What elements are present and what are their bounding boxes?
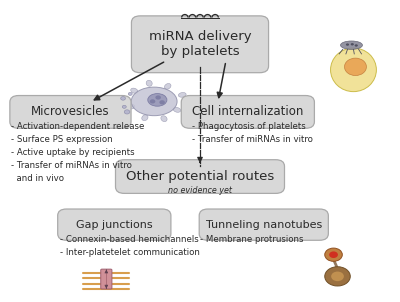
Circle shape: [329, 251, 338, 258]
FancyBboxPatch shape: [58, 209, 171, 240]
Circle shape: [155, 95, 161, 100]
Circle shape: [150, 99, 155, 104]
Text: Microvesicles: Microvesicles: [31, 105, 110, 118]
FancyBboxPatch shape: [181, 95, 314, 128]
Circle shape: [122, 105, 126, 108]
Text: - Connexin-based hemichannels
- Inter-platetelet communication: - Connexin-based hemichannels - Inter-pl…: [60, 235, 200, 257]
Circle shape: [124, 110, 130, 114]
Ellipse shape: [164, 84, 171, 89]
FancyBboxPatch shape: [199, 209, 328, 240]
Ellipse shape: [161, 116, 167, 122]
Text: - Activation-dependent release
- Surface PS expression
- Active uptake by recipi: - Activation-dependent release - Surface…: [11, 122, 144, 183]
Circle shape: [325, 248, 342, 261]
FancyBboxPatch shape: [10, 95, 131, 128]
Text: Gap junctions: Gap junctions: [76, 220, 153, 230]
Ellipse shape: [127, 104, 135, 109]
Ellipse shape: [330, 48, 376, 92]
Ellipse shape: [173, 108, 181, 112]
Ellipse shape: [148, 94, 167, 106]
Text: Tunneling nanotubes: Tunneling nanotubes: [206, 220, 322, 230]
Ellipse shape: [344, 58, 366, 76]
Ellipse shape: [142, 115, 148, 121]
Circle shape: [331, 271, 344, 281]
Circle shape: [121, 97, 126, 100]
Circle shape: [159, 100, 165, 104]
Circle shape: [351, 43, 354, 46]
FancyBboxPatch shape: [101, 269, 112, 289]
Text: miRNA delivery
by platelets: miRNA delivery by platelets: [149, 30, 251, 58]
Ellipse shape: [131, 87, 177, 116]
Text: Cell internalization: Cell internalization: [192, 105, 304, 118]
Ellipse shape: [131, 88, 138, 93]
Ellipse shape: [340, 41, 362, 50]
Circle shape: [128, 92, 132, 95]
FancyBboxPatch shape: [132, 16, 268, 73]
FancyBboxPatch shape: [116, 160, 284, 193]
Circle shape: [325, 267, 350, 286]
Ellipse shape: [146, 80, 152, 86]
Ellipse shape: [178, 92, 186, 97]
Text: no evidence yet: no evidence yet: [168, 186, 232, 195]
Text: Other potential routes: Other potential routes: [126, 170, 274, 183]
Circle shape: [355, 44, 358, 47]
Circle shape: [346, 43, 349, 46]
Text: - Membrane protrusions: - Membrane protrusions: [200, 235, 304, 244]
Text: - Phagocytosis of platelets
- Transfer of miRNAs in vitro: - Phagocytosis of platelets - Transfer o…: [192, 122, 313, 144]
